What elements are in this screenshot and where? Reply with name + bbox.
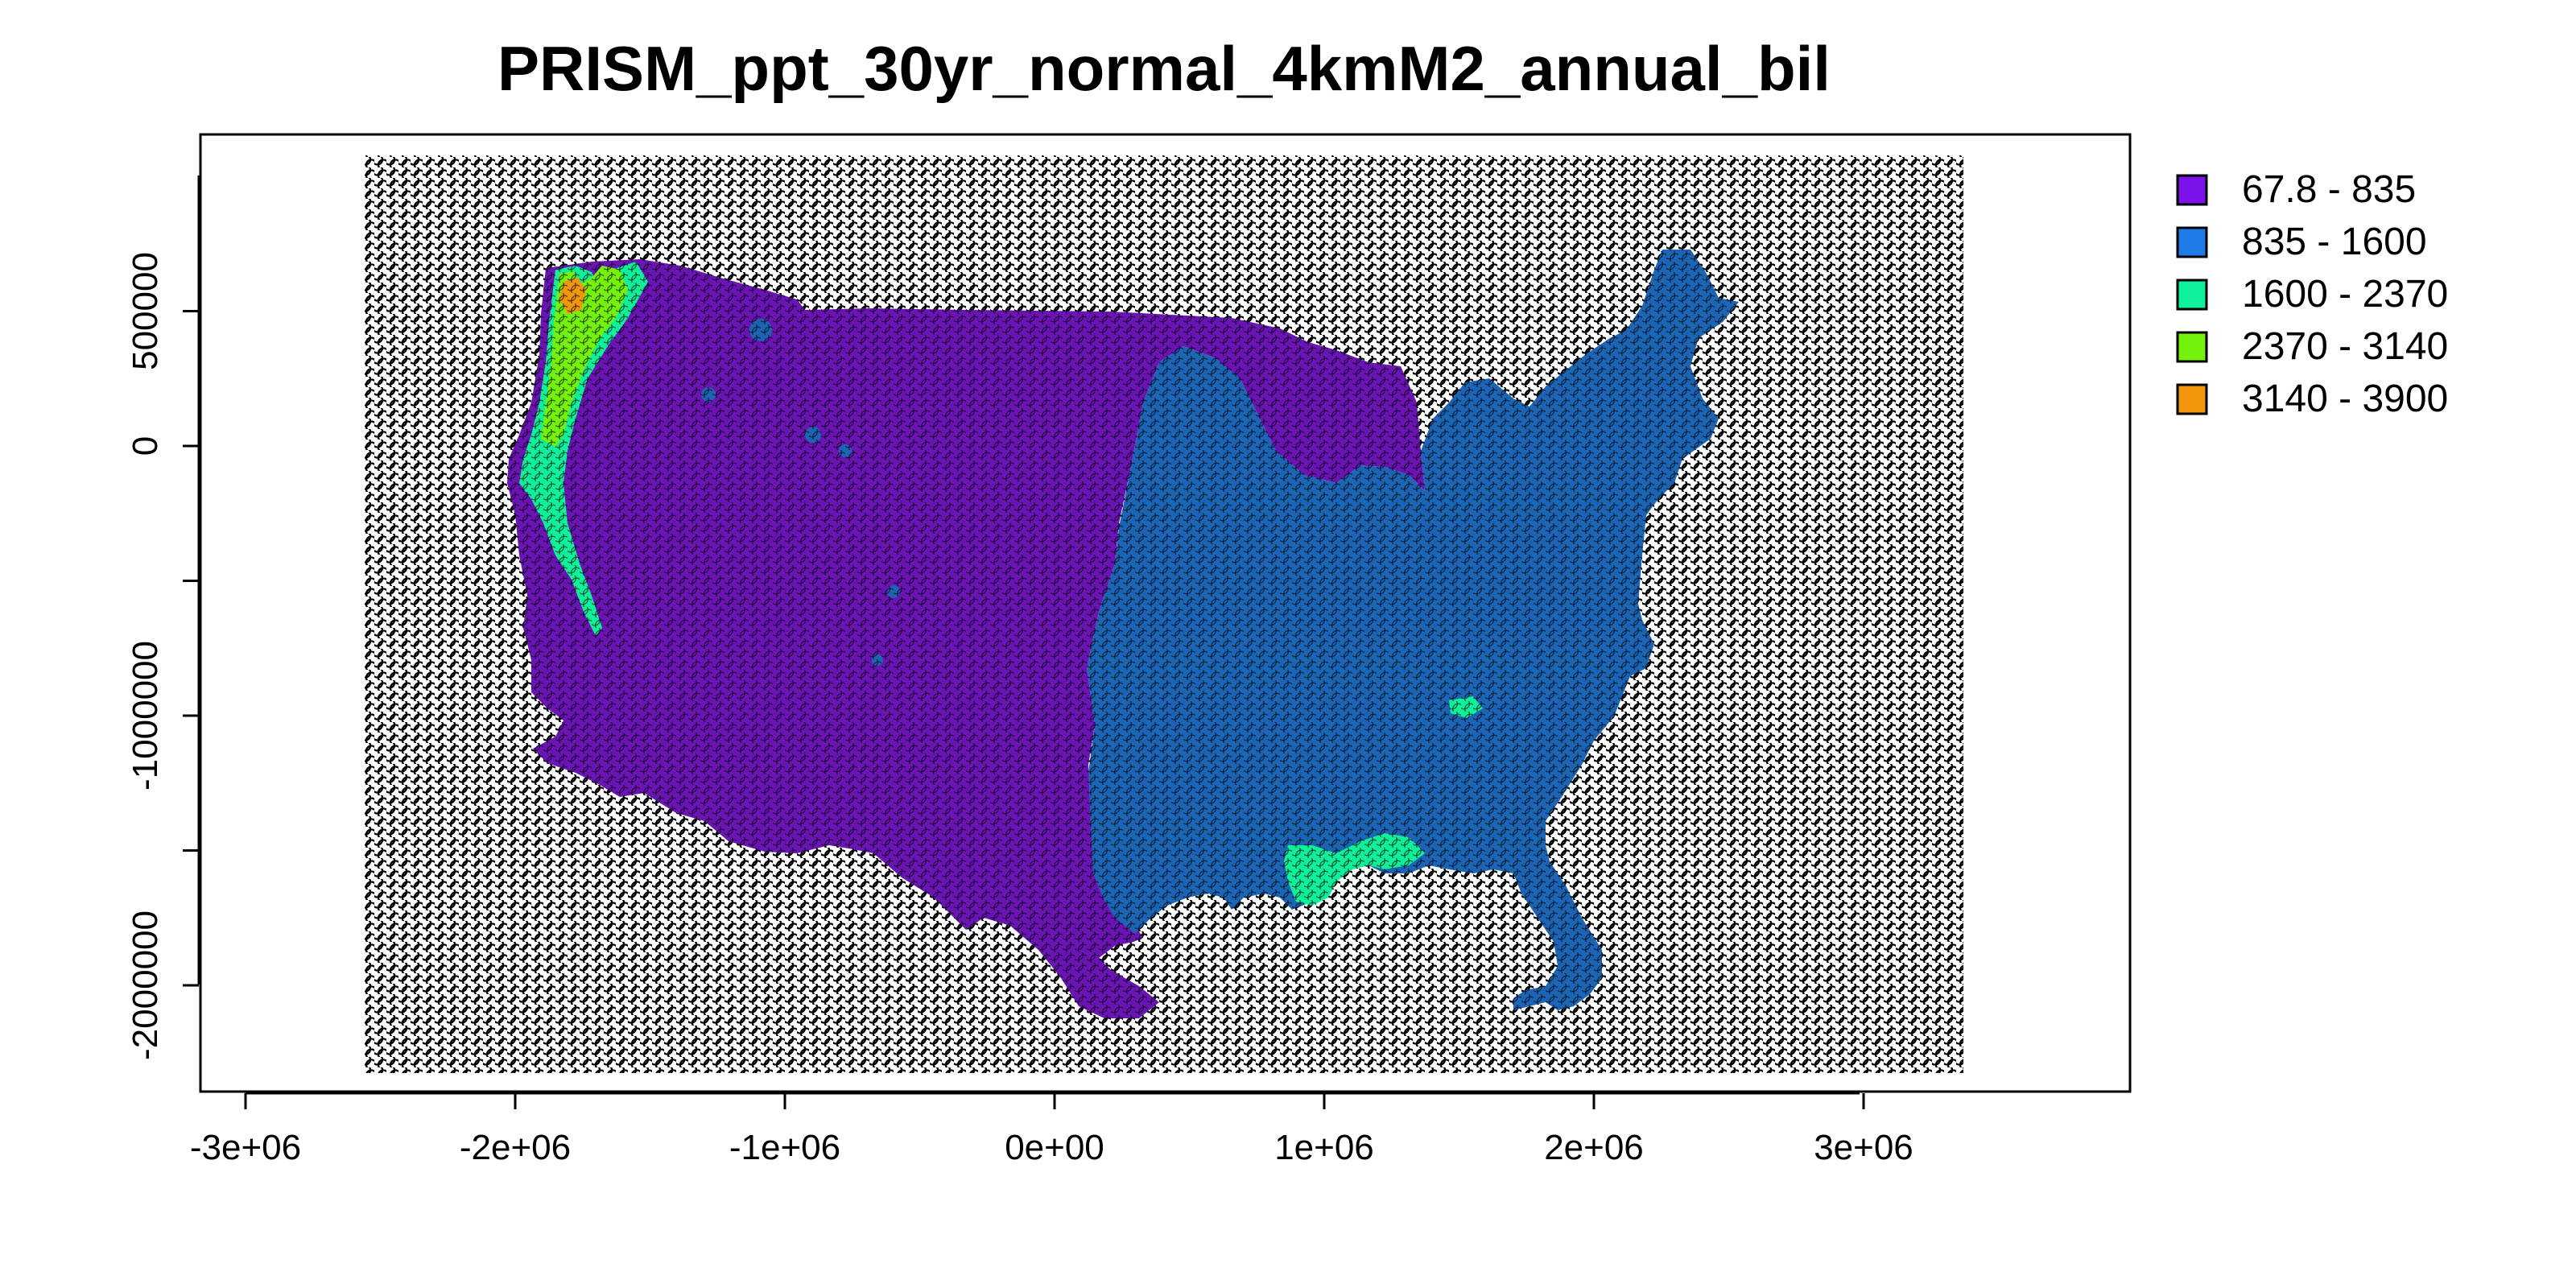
- legend-swatch: [2176, 226, 2208, 258]
- legend-label: 2370 - 3140: [2242, 325, 2448, 368]
- legend-swatch: [2176, 174, 2208, 206]
- y-tick-label: -1000000: [126, 641, 165, 791]
- y-tick-label: 0: [126, 436, 165, 456]
- x-tick-label: 0e+00: [1005, 1128, 1104, 1167]
- x-tick-label: 3e+06: [1814, 1128, 1913, 1167]
- map-title: PRISM_ppt_30yr_normal_4kmM2_annual_bil: [497, 33, 1831, 104]
- y-tick-label: 500000: [126, 252, 165, 370]
- x-tick-label: -1e+06: [729, 1128, 840, 1167]
- legend-label: 3140 - 3900: [2242, 378, 2448, 420]
- hex-cell-outlines: [365, 155, 1963, 1073]
- y-tick-label: -2000000: [126, 910, 165, 1060]
- x-tick-label: -3e+06: [190, 1128, 301, 1167]
- x-tick-label: 2e+06: [1544, 1128, 1644, 1167]
- legend-label: 835 - 1600: [2242, 221, 2427, 263]
- legend-swatch: [2176, 331, 2208, 363]
- legend: 67.8 - 835 835 - 1600 1600 - 2370 2370 - 31…: [2176, 168, 2448, 420]
- y-axis: 500000 0 -1000000 -2000000: [126, 175, 200, 1060]
- legend-swatch: [2176, 383, 2208, 415]
- legend-label: 67.8 - 835: [2242, 168, 2416, 211]
- legend-label: 1600 - 2370: [2242, 273, 2448, 316]
- x-tick-label: 1e+06: [1274, 1128, 1374, 1167]
- x-axis: -3e+06 -2e+06 -1e+06 0e+00 1e+06 2e+06 3e+06: [190, 1092, 1913, 1167]
- x-tick-label: -2e+06: [460, 1128, 571, 1167]
- legend-swatch: [2176, 279, 2208, 311]
